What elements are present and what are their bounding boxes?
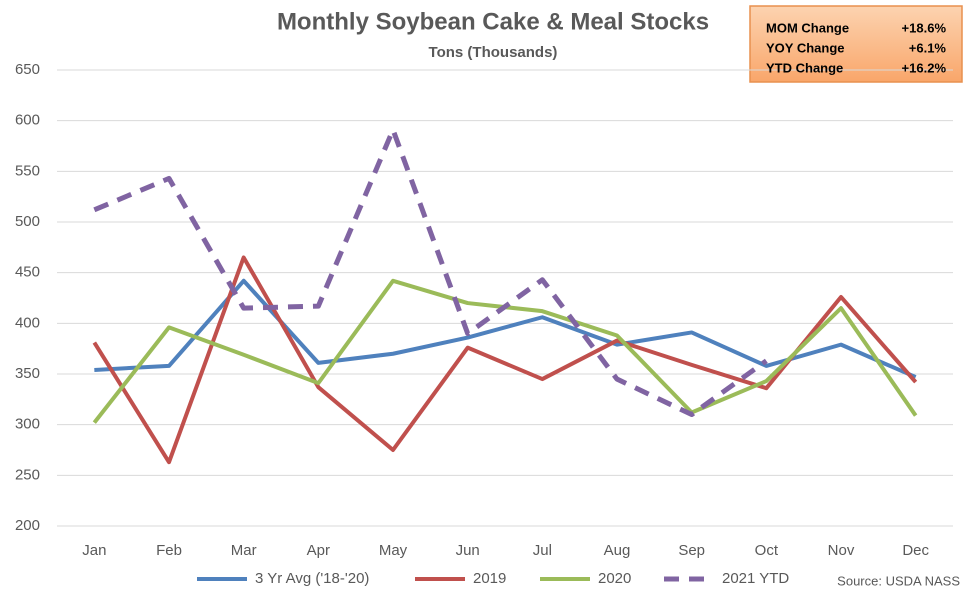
y-tick-label: 250 <box>15 466 40 483</box>
y-tick-label: 400 <box>15 314 40 331</box>
x-tick-label: Jan <box>82 542 106 559</box>
summary-box <box>749 5 963 83</box>
legend-label: 3 Yr Avg ('18-'20) <box>255 570 369 587</box>
summary-value: +16.2% <box>902 60 947 75</box>
x-tick-label: Jun <box>456 542 480 559</box>
source: Source: USDA NASS <box>837 573 960 588</box>
x-tick-label: Jul <box>533 542 552 559</box>
x-tick-label: Nov <box>828 542 855 559</box>
summary-label: YTD Change <box>766 60 843 75</box>
summary-value: +18.6% <box>902 20 947 35</box>
x-tick-label: Aug <box>604 542 631 559</box>
y-tick-label: 550 <box>15 162 40 179</box>
y-tick-label: 500 <box>15 213 40 230</box>
x-tick-label: Sep <box>678 542 705 559</box>
series-line <box>92 255 918 465</box>
y-tick-label: 200 <box>15 517 40 534</box>
x-tick-label: Apr <box>307 542 330 559</box>
y-tick-label: 300 <box>15 416 40 433</box>
y-tick-label: 450 <box>15 264 40 281</box>
chart-subtitle: Tons (Thousands) <box>429 44 558 61</box>
x-tick-label: May <box>379 542 408 559</box>
x-tick-label: Oct <box>755 542 779 559</box>
series-line <box>93 127 768 418</box>
y-tick-label: 600 <box>15 112 40 129</box>
legend-label: 2021 YTD <box>722 570 789 587</box>
x-tick-label: Dec <box>902 542 929 559</box>
chart-title: Monthly Soybean Cake & Meal Stocks <box>277 8 709 35</box>
summary-label: YOY Change <box>766 40 845 55</box>
summary-value: +6.1% <box>909 40 947 55</box>
y-tick-label: 350 <box>15 365 40 382</box>
y-tick-label: 650 <box>15 61 40 78</box>
x-tick-label: Mar <box>231 542 257 559</box>
legend-label: 2020 <box>598 570 631 587</box>
summary-label: MOM Change <box>766 20 849 35</box>
series-line <box>92 278 918 424</box>
legend-label: 2019 <box>473 570 506 587</box>
x-tick-label: Feb <box>156 542 182 559</box>
